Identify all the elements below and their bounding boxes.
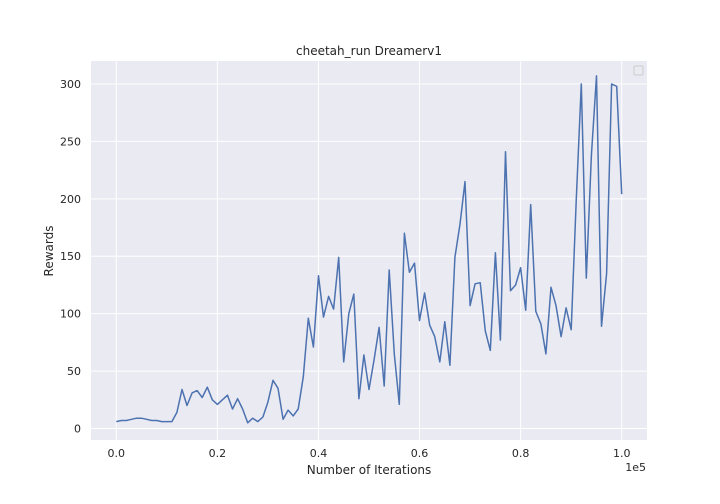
y-axis-label: Rewards (42, 226, 56, 277)
x-tick-label: 0.4 (310, 447, 328, 460)
x-axis-ticks: 0.0 0.2 0.4 0.6 0.8 1.0 (108, 447, 631, 460)
x-axis-label: Number of Iterations (307, 463, 432, 477)
y-tick-label: 200 (60, 193, 81, 206)
chart-title: cheetah_run Dreamerv1 (296, 44, 442, 58)
legend-box (633, 65, 644, 76)
y-axis-ticks: 0 50 100 150 200 250 300 (60, 78, 81, 436)
grid-lines (91, 61, 647, 440)
y-tick-label: 250 (60, 135, 81, 148)
y-tick-label: 100 (60, 308, 81, 321)
x-tick-label: 0.6 (411, 447, 429, 460)
y-tick-label: 300 (60, 78, 81, 91)
x-tick-label: 0.0 (108, 447, 126, 460)
plot-background (91, 61, 647, 440)
y-tick-label: 0 (74, 423, 81, 436)
x-tick-label: 0.2 (209, 447, 227, 460)
y-tick-label: 50 (67, 365, 81, 378)
x-tick-label: 1.0 (613, 447, 631, 460)
series-line (116, 75, 623, 424)
x-axis-offset-label: 1e5 (625, 461, 646, 474)
x-tick-label: 0.8 (512, 447, 530, 460)
y-tick-label: 150 (60, 250, 81, 263)
